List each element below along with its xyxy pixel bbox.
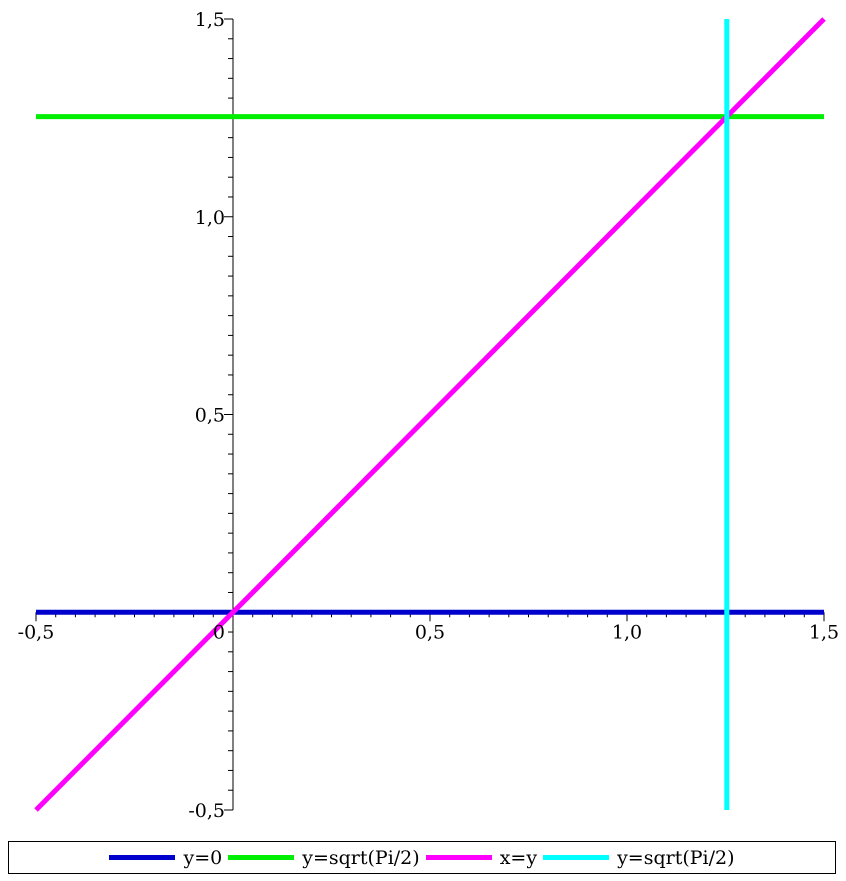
legend-swatch [425, 855, 492, 860]
x-tick-label: 1,5 [809, 621, 839, 643]
tick-labels: -0,5 0 0,5 1,0 1,5 -0,5 0,5 1,0 1,5 [18, 9, 839, 822]
legend-swatch [109, 855, 176, 860]
legend-item: y=sqrt(Pi/2) [543, 846, 735, 869]
legend-item: y=sqrt(Pi/2) [228, 846, 420, 869]
x-tick-label: -0,5 [18, 621, 55, 643]
legend-item: x=y [425, 846, 538, 869]
x-tick-label: 0,5 [415, 621, 445, 643]
legend-item: y=0 [109, 847, 222, 869]
legend-label: x=y [499, 846, 538, 869]
legend: y=0 y=sqrt(Pi/2) x=y y=sqrt(Pi/2) [8, 841, 836, 874]
y-tick-label: 1,5 [195, 9, 225, 31]
legend-label: y=sqrt(Pi/2) [302, 846, 420, 869]
x-tick-label: 0 [213, 621, 225, 643]
y-tick-label: -0,5 [188, 800, 225, 822]
y-tick-label: 0,5 [195, 405, 225, 427]
series-layer [34, 17, 826, 812]
y-tick-label: 1,0 [195, 207, 225, 229]
legend-label: y=sqrt(Pi/2) [617, 846, 735, 869]
plot-area: -0,5 0 0,5 1,0 1,5 -0,5 0,5 1,0 1,5 [18, 9, 839, 822]
series-line-3 [34, 17, 826, 812]
legend-swatch [543, 855, 610, 860]
legend-label: y=0 [183, 846, 223, 869]
legend-swatch [228, 855, 295, 860]
x-tick-label: 1,0 [612, 621, 642, 643]
